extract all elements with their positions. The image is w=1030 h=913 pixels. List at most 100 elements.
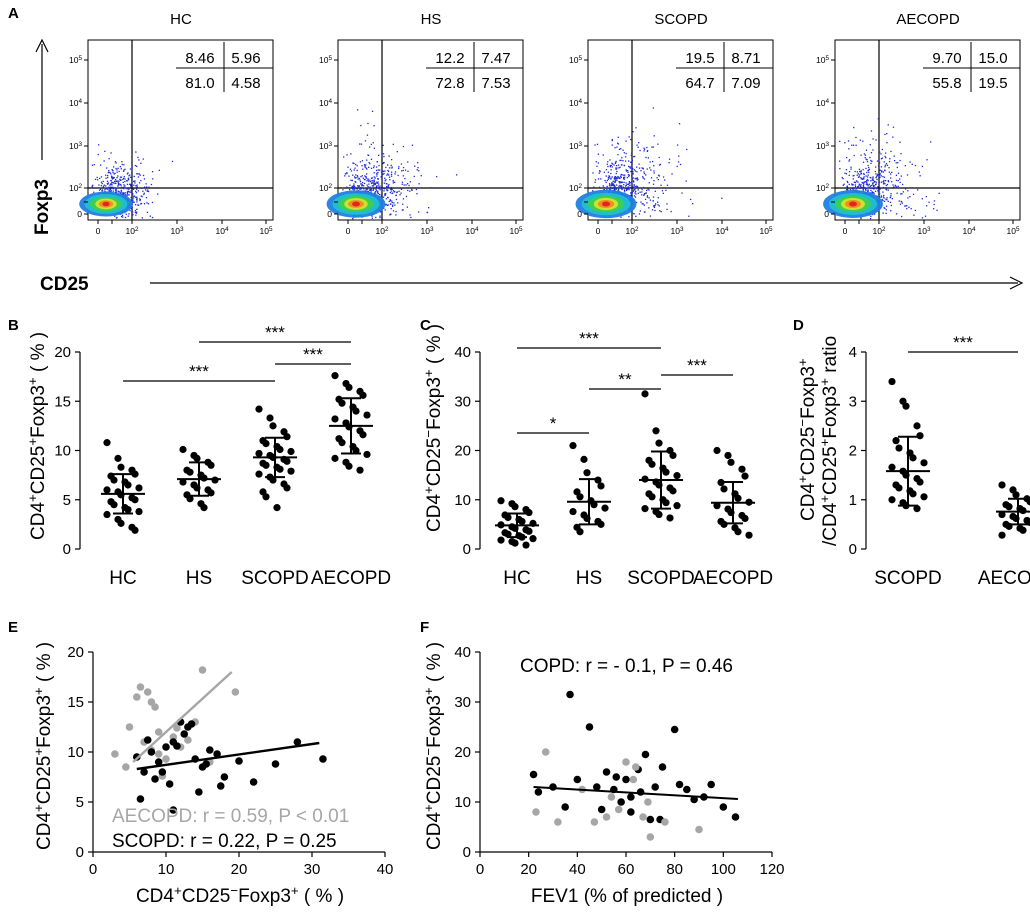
event-dot xyxy=(360,143,363,145)
event-dot xyxy=(893,186,895,188)
event-dot xyxy=(625,184,627,186)
event-dot xyxy=(646,150,648,152)
event-dot xyxy=(370,182,373,185)
event-dot xyxy=(151,171,154,173)
event-dot xyxy=(879,176,881,178)
event-dot xyxy=(379,216,381,219)
event-dot xyxy=(885,188,887,190)
event-dot xyxy=(361,185,363,187)
event-dot xyxy=(400,163,403,165)
event-dot xyxy=(120,192,122,194)
event-dot xyxy=(872,182,874,184)
x-tick-label: 100 xyxy=(711,861,736,878)
event-dot xyxy=(143,193,145,196)
event-dot xyxy=(365,177,367,179)
event-dot xyxy=(901,193,903,195)
event-dot xyxy=(114,182,117,184)
event-dot xyxy=(353,187,355,189)
event-dot xyxy=(887,124,889,126)
event-dot xyxy=(657,204,659,206)
data-point xyxy=(193,484,201,492)
event-dot xyxy=(615,188,617,190)
event-dot xyxy=(346,154,348,156)
event-dot xyxy=(890,195,892,197)
data-point xyxy=(352,407,360,415)
event-dot xyxy=(120,216,123,218)
event-dot xyxy=(655,203,657,205)
significance-label: * xyxy=(550,414,557,433)
event-dot xyxy=(136,188,138,190)
event-dot xyxy=(367,179,369,181)
data-point xyxy=(198,666,207,674)
event-dot xyxy=(854,185,857,188)
event-dot xyxy=(385,166,387,169)
data-point xyxy=(1012,514,1020,523)
event-dot xyxy=(657,143,659,145)
event-dot xyxy=(117,167,119,169)
event-dot xyxy=(897,172,900,174)
event-dot xyxy=(839,160,841,162)
data-point xyxy=(602,768,611,776)
quadrant-ur: 5.96 xyxy=(231,50,260,67)
event-dot xyxy=(872,183,874,185)
event-dot xyxy=(625,189,628,192)
data-point xyxy=(669,451,677,460)
event-dot xyxy=(405,195,408,198)
event-dot xyxy=(391,159,393,161)
event-dot xyxy=(359,180,362,183)
event-dot xyxy=(613,186,615,188)
event-dot xyxy=(613,181,615,183)
event-dot xyxy=(625,156,627,158)
event-dot xyxy=(631,165,633,167)
flow-plot-scopd: SCOPD 19.5 8.71 64.7 7.09 01021031041050… xyxy=(569,11,774,236)
event-dot xyxy=(854,184,856,186)
event-dot xyxy=(858,174,861,176)
event-dot xyxy=(133,184,135,186)
event-dot xyxy=(374,190,377,193)
event-dot xyxy=(646,195,649,197)
fit-line xyxy=(533,786,738,800)
event-dot xyxy=(365,167,367,169)
quadrant-ll: 81.0 xyxy=(185,75,214,92)
event-dot xyxy=(135,151,137,153)
event-dot xyxy=(347,166,349,168)
event-dot xyxy=(847,188,849,190)
event-dot xyxy=(604,187,606,189)
significance-label: *** xyxy=(579,329,599,348)
event-dot xyxy=(137,190,139,192)
event-dot xyxy=(866,180,868,182)
event-dot xyxy=(116,216,118,219)
event-dot xyxy=(371,180,373,182)
panel-letter-b: B xyxy=(8,317,19,334)
event-dot xyxy=(128,213,130,215)
data-point xyxy=(262,461,270,469)
event-dot xyxy=(848,174,850,176)
event-dot xyxy=(622,149,624,151)
event-dot xyxy=(379,189,381,191)
event-dot xyxy=(116,171,118,173)
significance-label: *** xyxy=(303,345,323,364)
event-dot xyxy=(632,168,634,170)
event-dot xyxy=(371,217,373,219)
event-dot xyxy=(122,187,125,189)
data-point xyxy=(585,723,594,731)
event-dot xyxy=(860,171,862,173)
event-dot xyxy=(877,186,879,188)
event-dot xyxy=(389,200,391,202)
event-dot xyxy=(657,174,660,176)
flow-x-tick-label: 0 xyxy=(596,226,601,236)
event-dot xyxy=(118,184,120,186)
event-dot xyxy=(646,196,649,198)
event-dot xyxy=(867,174,869,176)
event-dot xyxy=(395,194,397,197)
event-dot xyxy=(632,186,634,188)
flow-y-tick-label: 104 xyxy=(569,98,582,109)
data-point xyxy=(331,454,339,462)
event-dot xyxy=(876,178,878,181)
event-dot xyxy=(641,203,643,205)
event-dot xyxy=(644,211,646,213)
event-dot xyxy=(652,183,655,185)
event-dot xyxy=(904,165,906,167)
event-dot xyxy=(904,205,906,207)
flow-x-tick-label: 102 xyxy=(125,226,138,237)
